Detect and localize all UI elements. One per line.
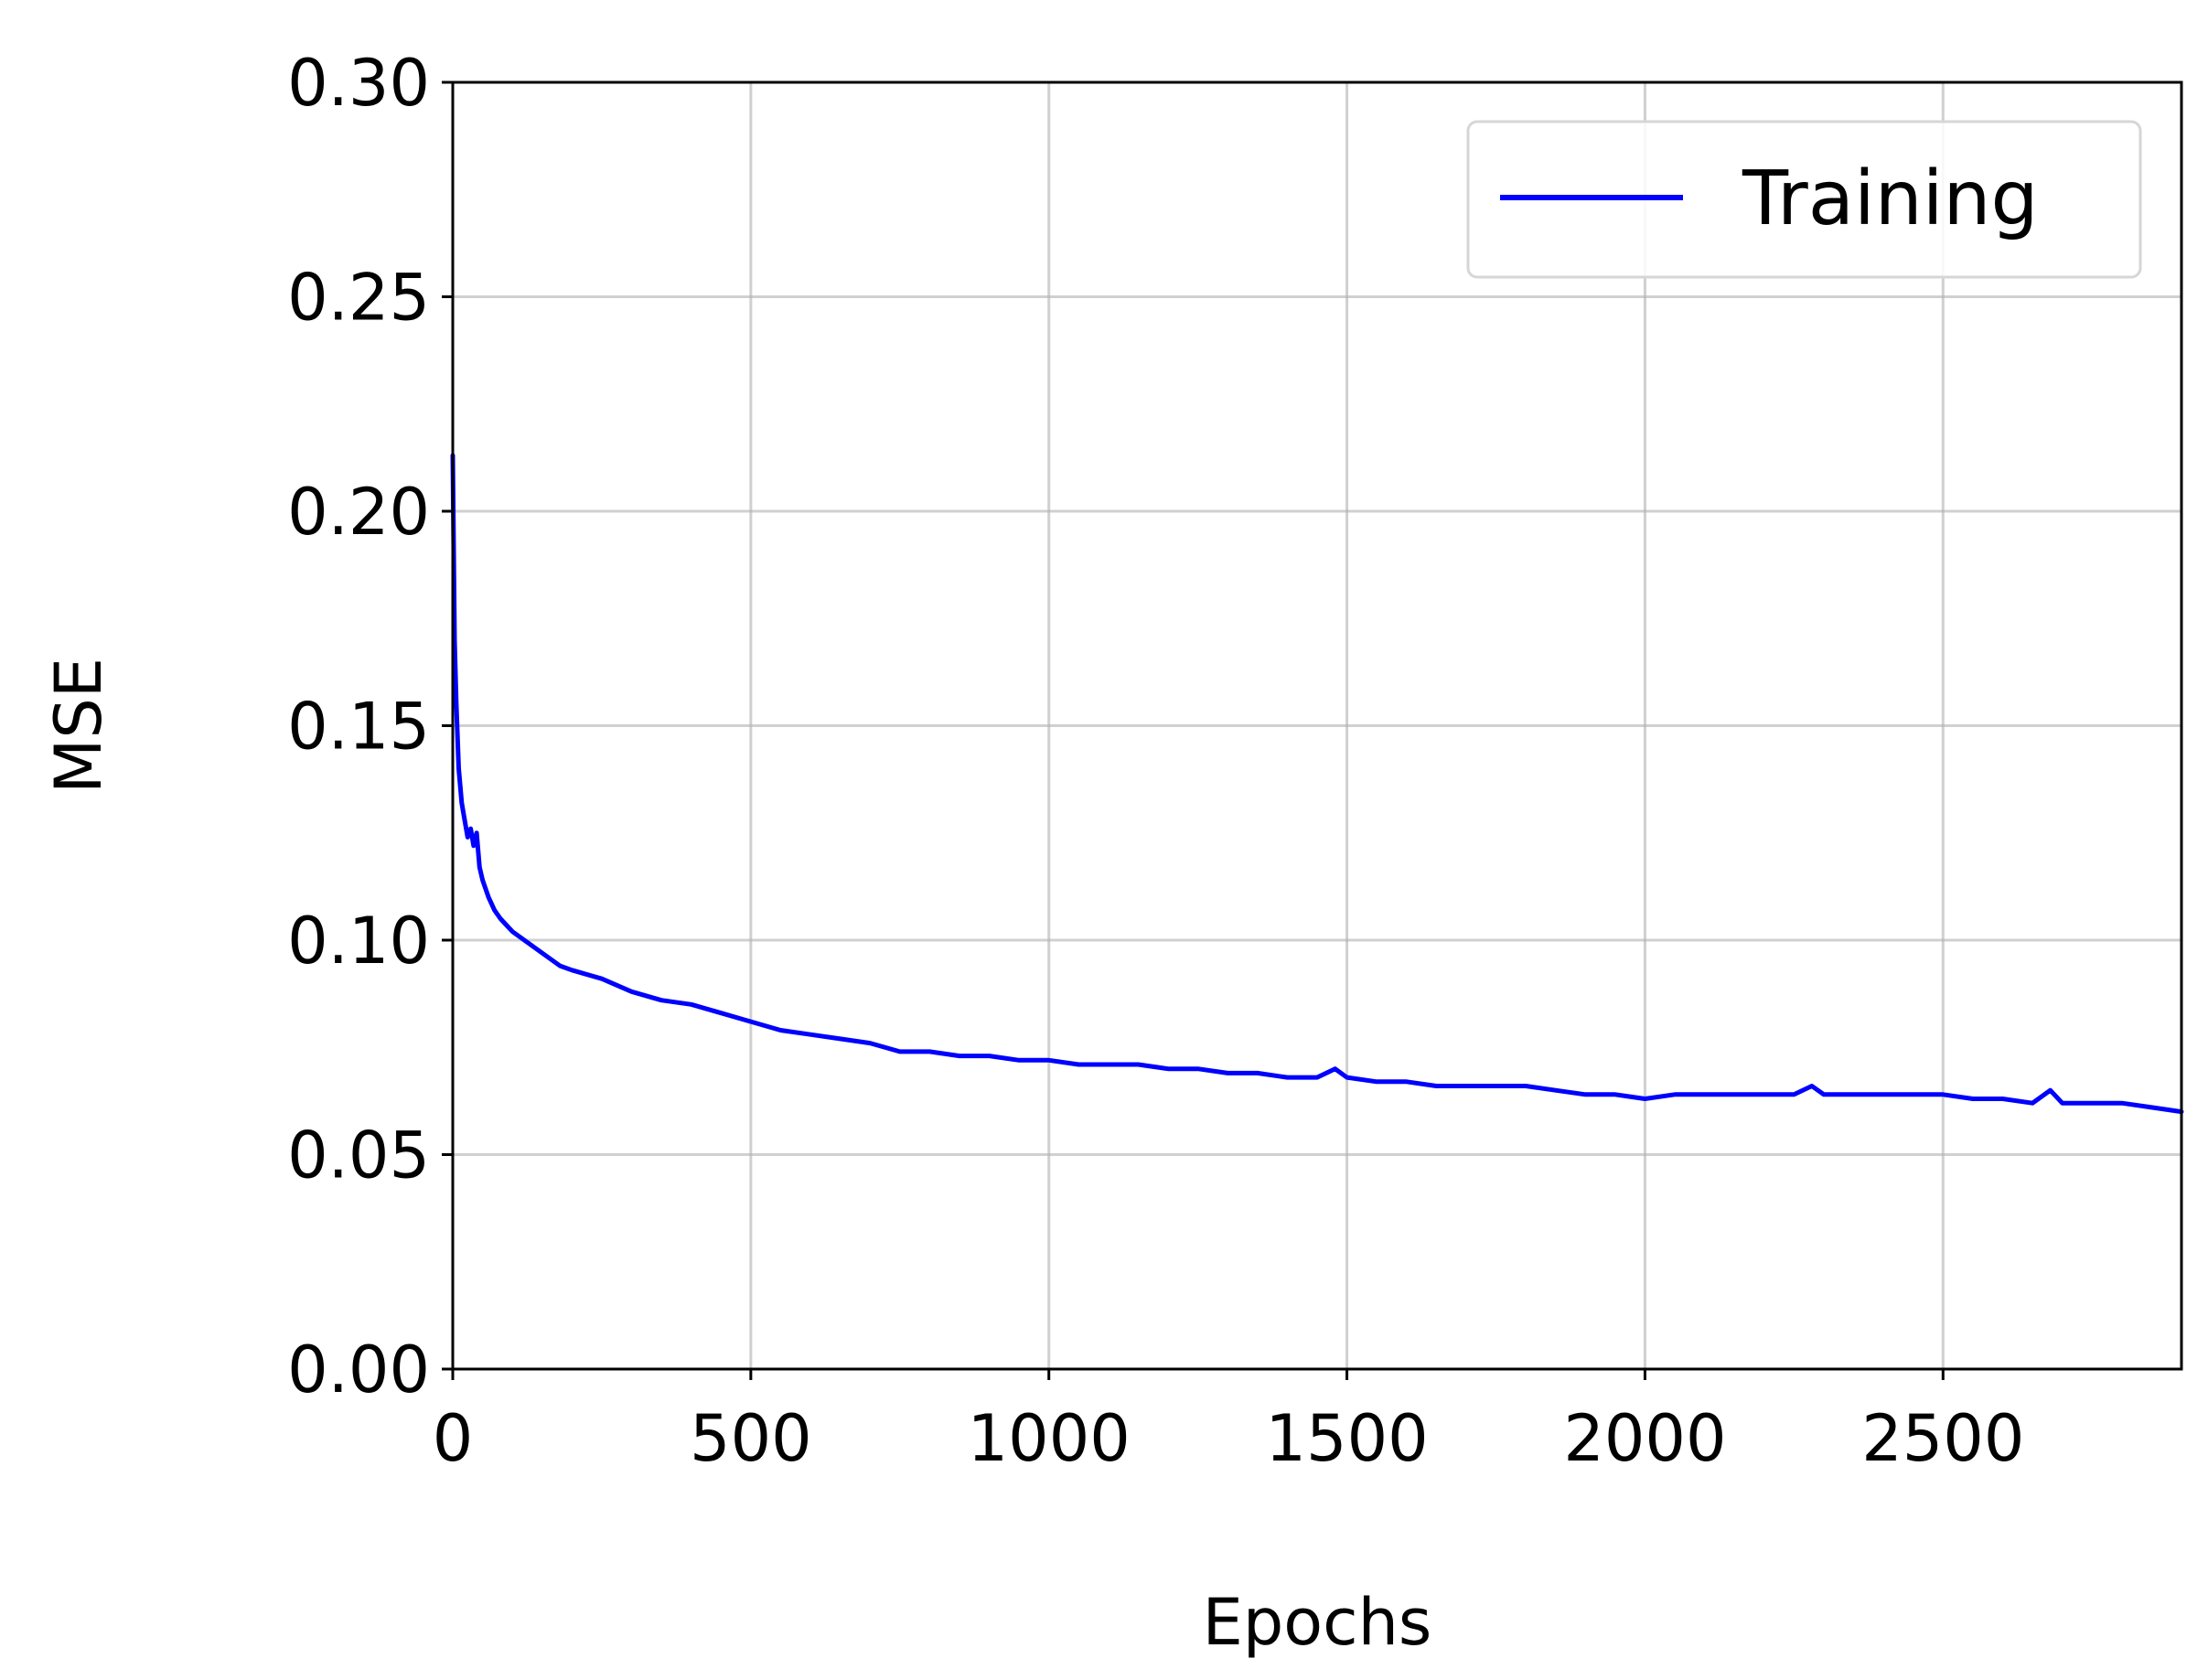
y-tick-label: 0.30 [287,46,430,121]
x-tick-label: 1500 [1266,1401,1429,1476]
x-tick-label: 500 [690,1401,812,1476]
x-tick-label: 2000 [1563,1401,1726,1476]
x-tick-label: 1000 [968,1401,1131,1476]
y-tick-label: 0.10 [287,904,430,979]
x-tick-label: 2500 [1861,1401,2024,1476]
y-tick-label: 0.05 [287,1118,430,1193]
y-tick-label: 0.00 [287,1332,430,1407]
legend-box [1466,120,2142,279]
y-tick-label: 0.15 [287,690,430,765]
grid-lines [451,80,2181,1371]
x-axis-title: Epochs [1203,1585,1432,1660]
x-tick-label: 0 [433,1401,474,1476]
series-layer [450,453,2184,1115]
series-line-training [450,453,2184,1115]
axis-ticks: 0 500 1000 1500 2000 2500 0.00 0.05 0.10 0.15 0.20… [287,46,2024,1476]
y-tick-label: 0.25 [287,261,430,336]
y-tick-label: 0.20 [287,475,430,550]
legend-label-training: Training [1742,155,2039,242]
y-axis-title: MSE [41,658,116,794]
legend: Training [1466,120,2142,279]
